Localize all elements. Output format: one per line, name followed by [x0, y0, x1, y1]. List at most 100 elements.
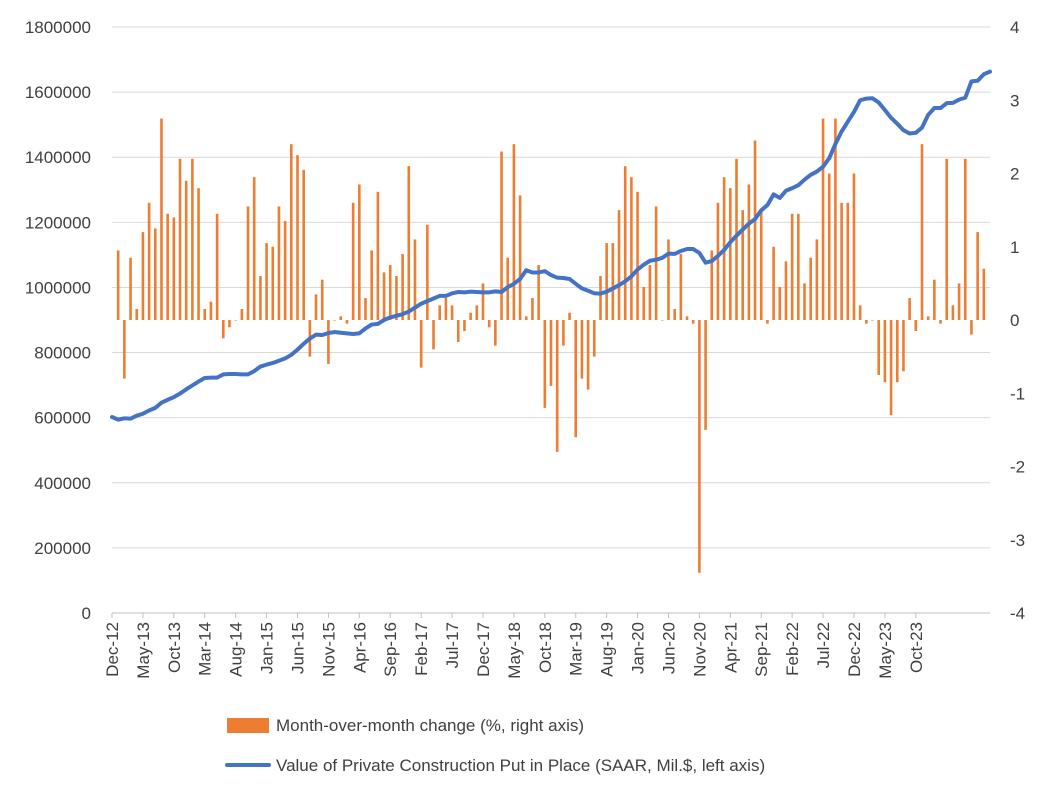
bar [933, 279, 936, 320]
bar [895, 320, 899, 383]
bar [729, 188, 732, 320]
bar [827, 173, 831, 320]
series-line [110, 69, 992, 422]
bar [667, 239, 670, 320]
bar [803, 283, 806, 321]
bar [487, 320, 491, 328]
bar [160, 118, 163, 320]
bar [116, 250, 120, 320]
bar [327, 320, 330, 364]
x-tick-label: Apr-16 [350, 622, 369, 673]
bar [543, 320, 547, 408]
right-y-tick-label: 1 [1010, 238, 1019, 257]
x-tick-label: Nov-15 [319, 622, 338, 677]
bar [741, 210, 744, 321]
bar [463, 320, 466, 331]
x-tick-label: May-23 [876, 622, 895, 679]
x-tick-label: May-18 [505, 622, 524, 679]
bar [735, 158, 738, 320]
bar [209, 301, 213, 320]
x-tick-label: Jan-15 [258, 622, 277, 674]
bar [401, 254, 404, 320]
left-y-tick-label: 1800000 [25, 18, 91, 37]
bar [636, 191, 639, 320]
x-tick-label: Sep-16 [381, 622, 400, 677]
bar [518, 195, 522, 320]
bar [351, 202, 355, 320]
left-y-tick-label: 1200000 [25, 213, 91, 232]
bar [135, 309, 139, 320]
right-y-axis-ticks: -4 -3 -2 -1 0 1 2 3 4 [1010, 18, 1025, 623]
bar [271, 246, 275, 320]
bar [345, 320, 349, 324]
bar [790, 213, 794, 320]
bar [494, 320, 497, 346]
bar [865, 320, 868, 324]
bar [432, 320, 435, 350]
x-tick-label: Mar-14 [196, 622, 215, 676]
bar [970, 320, 973, 335]
bar [246, 206, 250, 320]
bar [623, 166, 627, 320]
bar [797, 213, 800, 320]
bar [574, 320, 578, 438]
bar [710, 250, 714, 320]
bar [265, 243, 268, 320]
bar [438, 305, 442, 320]
bar [957, 283, 961, 321]
x-tick-label: May-13 [134, 622, 153, 679]
bar [407, 166, 411, 320]
x-tick-label: Dec-22 [845, 622, 864, 677]
right-y-tick-label: 2 [1010, 165, 1019, 184]
bar [852, 173, 856, 320]
left-y-tick-label: 0 [82, 604, 91, 623]
bar [222, 320, 225, 339]
bar [963, 158, 967, 320]
x-tick-label: Sep-21 [752, 622, 771, 677]
bar [388, 265, 392, 320]
right-y-tick-label: 3 [1010, 91, 1019, 110]
bar [320, 279, 324, 320]
left-y-tick-label: 1600000 [25, 83, 91, 102]
bar [333, 320, 336, 321]
legend-label-bars: Month-over-month change (%, right axis) [276, 716, 584, 735]
bar [314, 294, 318, 320]
bar [450, 305, 454, 320]
bar [902, 320, 905, 372]
legend: Month-over-month change (%, right axis) … [225, 716, 765, 775]
right-y-tick-label: -3 [1010, 531, 1025, 550]
right-y-tick-label: -4 [1010, 604, 1025, 623]
bar [661, 320, 664, 321]
bar [512, 144, 516, 320]
bar [815, 239, 819, 320]
bar [568, 312, 571, 320]
bar [296, 155, 299, 320]
bar [524, 316, 528, 320]
gridlines [112, 26, 990, 549]
x-tick-label: Oct-23 [907, 622, 926, 673]
bar [203, 309, 207, 320]
bar [123, 320, 126, 379]
bar [766, 320, 769, 324]
bar [920, 144, 924, 320]
bar [592, 320, 596, 357]
bar-series-mom-change [116, 118, 986, 573]
bar [147, 202, 151, 320]
bar [914, 320, 918, 331]
bar [382, 272, 386, 320]
bar [753, 140, 757, 320]
bar [531, 298, 534, 320]
left-y-tick-label: 600000 [34, 409, 91, 428]
bar [259, 276, 262, 320]
bar [234, 320, 237, 321]
bar [191, 158, 194, 320]
bar [871, 320, 874, 321]
bar [772, 246, 775, 320]
x-tick-label: Aug-14 [227, 622, 246, 677]
bar [166, 213, 169, 320]
bar [178, 158, 182, 320]
bar [840, 202, 843, 320]
x-tick-label: Jun-20 [659, 622, 678, 674]
bar [630, 177, 633, 320]
